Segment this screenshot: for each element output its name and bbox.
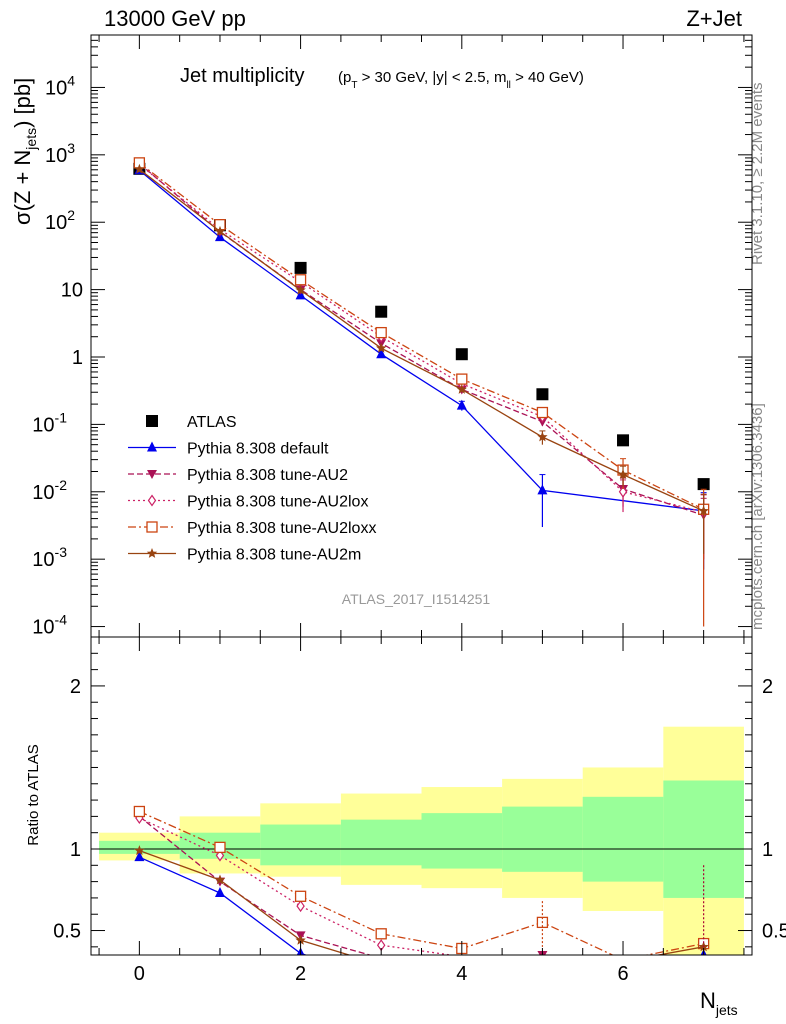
ratio-y-tick-label: 1 [762, 839, 773, 861]
main-ylabel: σ(Z + Njets) [pb] [10, 78, 39, 225]
mcplots-label: mcplots.cern.ch [arXiv:1306.3436] [749, 403, 766, 630]
ratio-point [134, 851, 145, 862]
main-title: Jet multiplicity [180, 65, 304, 87]
legend-label: Pythia 8.308 tune-AU2lox [187, 494, 368, 511]
data-point [456, 373, 468, 385]
data-point [295, 284, 306, 295]
data-point [618, 485, 628, 498]
x-tick-label: 0 [134, 963, 145, 985]
x-tick-label: 2 [295, 963, 306, 985]
y-tick-label: 10-3 [32, 544, 67, 571]
legend-marker [147, 494, 157, 507]
y-tick-label: 10-4 [32, 612, 67, 639]
y-tick-label: 104 [45, 72, 75, 99]
series-line [139, 168, 704, 512]
legend-marker [146, 521, 158, 533]
legend-marker [147, 441, 157, 452]
data-point [214, 225, 226, 236]
ratio-point [133, 805, 146, 818]
data-point [456, 399, 467, 410]
y-tick-label: 10-2 [32, 477, 67, 504]
ratio-point [214, 887, 225, 898]
legend-marker [146, 548, 158, 558]
data-point [456, 383, 467, 394]
data-point [537, 431, 548, 442]
ratio-y-tick-label: 2 [70, 676, 81, 698]
data-point [455, 348, 468, 361]
data-point [294, 261, 307, 274]
data-point [617, 434, 630, 447]
data-point [294, 274, 307, 286]
series-line [139, 162, 704, 510]
main-subtitle: (pT > 30 GeV, |y| < 2.5, mll > 40 GeV) [338, 69, 584, 91]
band-green [582, 796, 664, 882]
data-point [375, 326, 387, 339]
series-5 [134, 163, 709, 554]
ratio-point [375, 928, 387, 940]
legend-label: ATLAS [187, 414, 237, 431]
y-tick-label: 102 [45, 207, 75, 234]
ratio-point [214, 874, 226, 885]
ratio-point [134, 845, 145, 856]
band-green [663, 780, 744, 898]
band-green [502, 806, 583, 872]
legend: ATLAS Pythia 8.308 default Pythia 8.308 tu… [128, 414, 376, 564]
y-tick-label: 10-1 [32, 409, 67, 436]
band-green [340, 819, 422, 866]
data-point [537, 484, 548, 495]
data-point [536, 406, 549, 419]
ratio-point [294, 890, 307, 902]
data-point [536, 388, 549, 401]
data-point [617, 469, 629, 479]
band-green [260, 824, 341, 866]
data-point [698, 505, 709, 516]
ratio-point [296, 900, 305, 913]
data-point [376, 342, 387, 353]
legend-label: Pythia 8.308 tune-AU2 [187, 467, 348, 484]
ratio-point [214, 841, 226, 854]
x-axis-label: Njets [700, 988, 738, 1018]
ratio-ylabel: Ratio to ATLAS [25, 744, 42, 845]
y-tick-label: 10 [61, 280, 83, 302]
main-panel: 10-4 10-3 10-2 10-1 1 10 102 103 104 [32, 34, 753, 639]
series-line [138, 163, 704, 513]
ratio-y-tick-label: 2 [762, 676, 773, 698]
data-point [134, 163, 145, 174]
ratio-line [139, 849, 704, 955]
band-green [421, 813, 503, 869]
legend-marker [146, 415, 158, 427]
ratio-line [139, 810, 704, 955]
header-right-label: Z+Jet [686, 6, 742, 31]
legend-label: Pythia 8.308 tune-AU2m [187, 547, 361, 564]
legend-marker [147, 470, 157, 479]
ratio-panel: 0.5 0.5 1 1 2 2 0 2 4 6 [53, 636, 786, 985]
ratio-y-tick-label: 1 [70, 839, 81, 861]
data-point [376, 348, 387, 359]
legend-label: Pythia 8.308 default [187, 441, 329, 458]
ratio-series-0 [134, 851, 707, 955]
series-line [138, 163, 704, 516]
watermark-label: ATLAS_2017_I1514251 [342, 591, 491, 607]
x-tick-label: 6 [617, 963, 628, 985]
data-point [697, 478, 710, 491]
x-tick-label: 4 [456, 963, 467, 985]
y-tick-label: 103 [45, 140, 75, 167]
ratio-point [295, 934, 306, 945]
legend-label: Pythia 8.308 tune-AU2loxx [187, 520, 376, 537]
header-left-label: 13000 GeV pp [104, 6, 246, 31]
ratio-y-tick-label: 0.5 [53, 921, 81, 943]
ratio-point [215, 849, 225, 862]
ratio-y-tick-label: 0.5 [762, 921, 786, 943]
data-point [375, 305, 388, 318]
y-tick-label: 1 [72, 347, 83, 369]
rivet-label: Rivet 3.1.10, ≥ 2.2M events [749, 83, 766, 266]
